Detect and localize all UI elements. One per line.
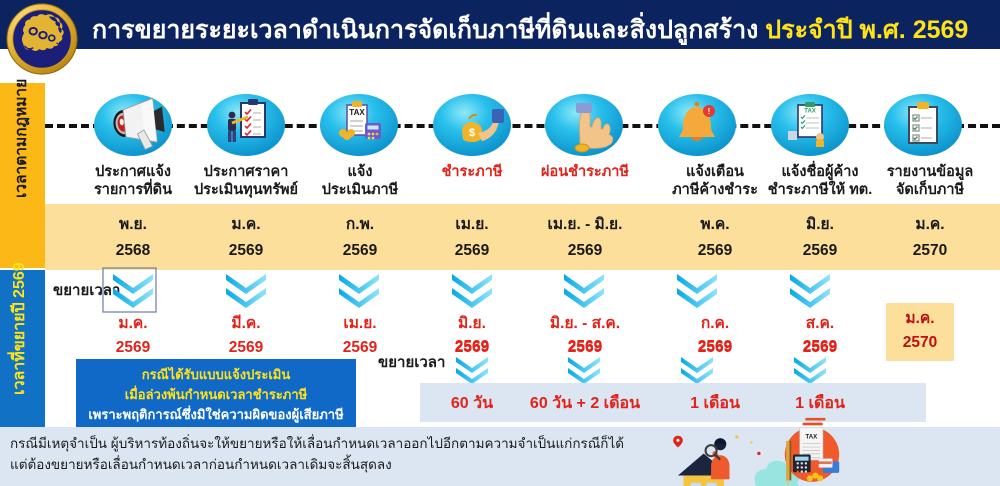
svg-text:TAX: TAX	[805, 433, 818, 440]
